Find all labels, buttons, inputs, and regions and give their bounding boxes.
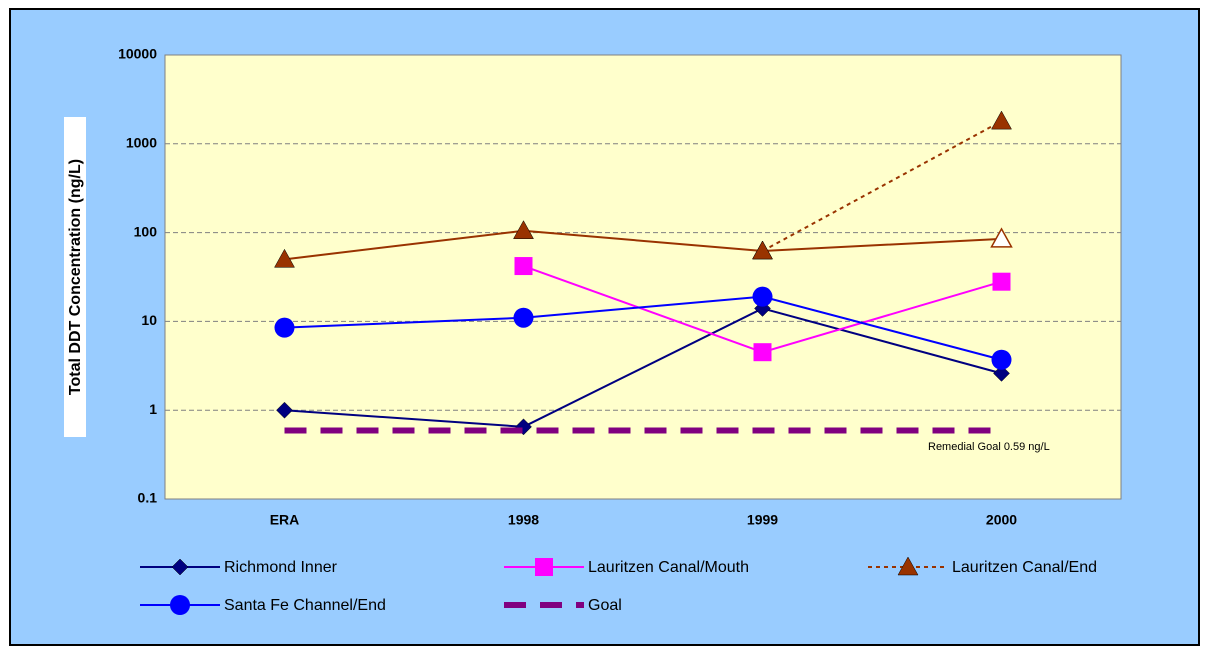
y-tick-label: 100 (134, 223, 158, 239)
x-tick-label: 2000 (986, 512, 1017, 528)
marker (535, 558, 553, 576)
marker (276, 401, 293, 419)
y-tick-label: 1 (149, 401, 157, 417)
y-tick-label: 10000 (118, 46, 157, 62)
legend-label: Richmond Inner (224, 559, 338, 576)
marker (171, 558, 189, 576)
marker (513, 220, 534, 239)
marker (991, 349, 1012, 370)
legend-label: Goal (588, 597, 622, 614)
marker (992, 272, 1011, 291)
series-line (762, 120, 1002, 252)
marker (170, 595, 190, 615)
marker (897, 556, 919, 576)
marker (513, 307, 534, 328)
y-tick-label: 1000 (126, 135, 157, 151)
annotation: Remedial Goal 0.59 ng/L (928, 441, 1050, 453)
marker (514, 257, 533, 276)
y-axis-title-bg (64, 117, 86, 437)
y-axis-title-group: Total DDT Concentration (ng/L) (64, 117, 86, 437)
series-line (284, 307, 1002, 428)
marker (753, 343, 772, 362)
y-tick-label: 10 (141, 312, 157, 328)
marker (274, 248, 295, 268)
series-line (284, 295, 1002, 361)
marker (991, 110, 1012, 130)
plot-area (164, 54, 1122, 500)
legend-label: Santa Fe Channel/End (224, 597, 386, 614)
legend-label: Lauritzen Canal/Mouth (588, 559, 749, 576)
series-line (284, 229, 1002, 261)
marker (993, 364, 1010, 382)
marker (752, 286, 773, 307)
y-tick-label: 0.1 (138, 490, 158, 506)
x-tick-label: ERA (270, 512, 300, 528)
marker (990, 227, 1013, 248)
legend-label: Lauritzen Canal/End (952, 559, 1097, 576)
marker (274, 317, 295, 338)
x-tick-label: 1998 (508, 512, 539, 528)
y-axis-title: Total DDT Concentration (ng/L) (67, 159, 84, 395)
marker (752, 240, 773, 260)
x-tick-label: 1999 (747, 512, 778, 528)
